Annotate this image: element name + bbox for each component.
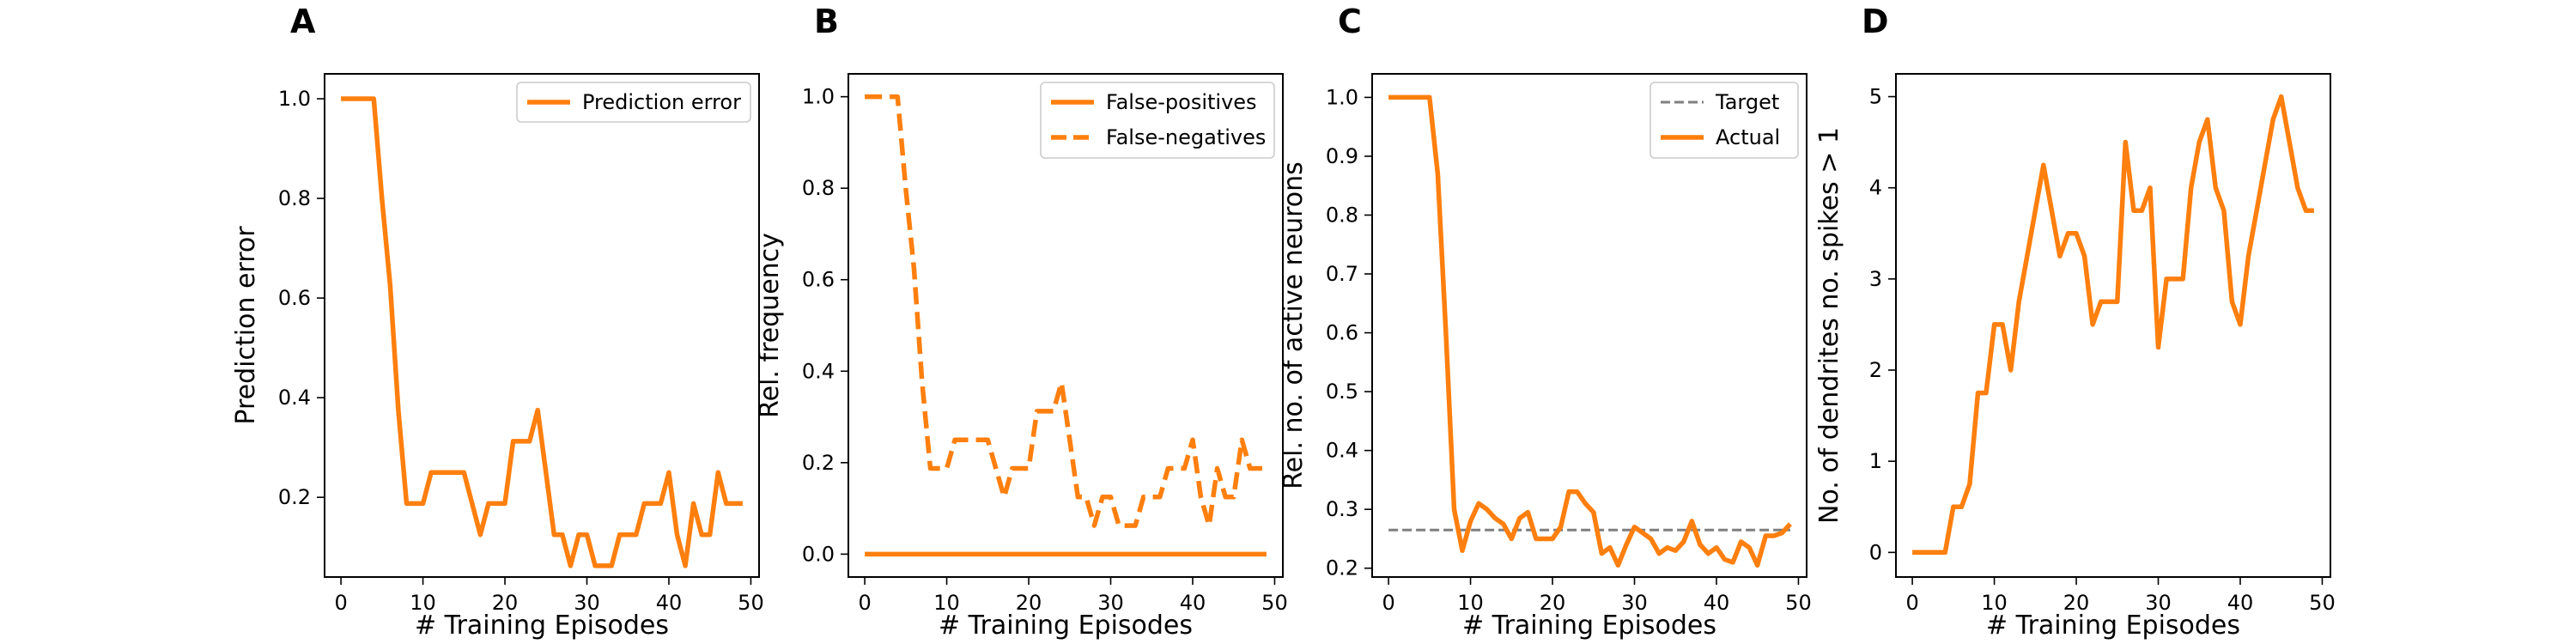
x-tick-label: 0: [1905, 591, 1918, 615]
legend-box: [516, 82, 751, 123]
series-line-data: [1912, 94, 2314, 556]
legend: False-positives False-negatives: [1040, 82, 1275, 159]
x-tick-label: 20: [492, 591, 519, 615]
y-tick-label: 1.0: [1326, 85, 1358, 109]
panel-a: A 0 10 20 30 40 50 0.2 0.4 0.6 0.8 1.0 # Training Ep…: [231, 3, 764, 641]
x-tick-label: 10: [1457, 591, 1484, 615]
x-tick-label: 30: [1621, 591, 1648, 615]
x-tick-label: 10: [410, 591, 436, 615]
panel-letter: C: [1338, 3, 1362, 40]
x-tick-label: 40: [1704, 591, 1730, 615]
x-tick-label: 40: [656, 591, 683, 615]
x-axis-label: # Training Episodes: [415, 611, 669, 641]
y-tick-label: 0.2: [1326, 556, 1358, 580]
panel-b: B 0 10 20 30 40 50 0.0 0.2 0.4 0.6 0.8 1.0 # Training…: [755, 3, 1288, 641]
y-axis-label: Rel. no. of active neurons: [1279, 161, 1309, 489]
x-tick-label: 50: [1261, 591, 1288, 615]
series-line-actual: [1388, 94, 1792, 568]
y-tick-label: 5: [1869, 85, 1882, 109]
x-tick-label: 30: [574, 591, 600, 615]
legend: Target Actual: [1649, 82, 1799, 159]
x-tick-label: 10: [1981, 591, 2008, 615]
y-tick-label: 4: [1869, 176, 1882, 200]
x-tick-label: 50: [738, 591, 764, 615]
y-tick-label: 0.8: [278, 186, 311, 210]
y-tick-label: 0.3: [1326, 497, 1358, 521]
x-axis-label: # Training Episodes: [939, 611, 1193, 641]
y-tick-label: 0.7: [1326, 262, 1358, 286]
y-tick-label: 0.8: [1326, 203, 1358, 227]
y-axis-label: Prediction error: [231, 226, 261, 425]
x-tick-label: 20: [1540, 591, 1566, 615]
y-tick-label: 0.4: [278, 386, 311, 410]
x-tick-label: 20: [2063, 591, 2090, 615]
axes-frame: [324, 73, 760, 578]
y-tick-label: 1: [1869, 449, 1882, 473]
x-tick-label: 0: [334, 591, 347, 615]
x-tick-label: 20: [1016, 591, 1042, 615]
x-tick-label: 0: [858, 591, 871, 615]
x-tick-label: 0: [1382, 591, 1394, 615]
y-tick-label: 0.4: [1326, 439, 1358, 463]
series-line-false-negatives: [865, 94, 1267, 528]
y-tick-label: 0.4: [802, 359, 835, 383]
y-tick-label: 0.8: [802, 176, 835, 200]
axes-frame: [1371, 73, 1807, 578]
y-axis-label: Rel. frequency: [755, 233, 785, 418]
panel-d: D 0 10 20 30 40 50 0 1 2 3 4 5 # Training Episodes No.…: [1814, 3, 2336, 641]
y-tick-label: 2: [1869, 358, 1882, 382]
x-tick-label: 30: [2145, 591, 2172, 615]
axes-frame: [1895, 73, 2331, 578]
legend-label: Prediction error: [582, 90, 741, 114]
axes-frame: [848, 73, 1284, 578]
panel-letter: B: [814, 3, 839, 40]
y-tick-label: 0.0: [802, 542, 835, 566]
legend-label: False-positives: [1106, 90, 1257, 114]
y-tick-label: 1.0: [278, 87, 311, 111]
x-tick-label: 50: [2309, 591, 2336, 615]
y-tick-label: 0.6: [802, 268, 835, 292]
x-tick-label: 30: [1097, 591, 1124, 615]
y-tick-label: 3: [1869, 267, 1882, 291]
legend-label: Target: [1715, 90, 1779, 114]
panel-letter: A: [290, 3, 316, 40]
y-tick-label: 0.6: [278, 286, 311, 310]
y-tick-label: 0.2: [802, 451, 835, 475]
panel-letter: D: [1862, 3, 1889, 40]
x-tick-label: 10: [933, 591, 960, 615]
legend-label: False-negatives: [1106, 125, 1266, 149]
y-tick-label: 1.0: [802, 85, 835, 109]
x-axis-label: # Training Episodes: [1986, 611, 2240, 641]
legend: Prediction error: [516, 82, 751, 123]
y-tick-label: 0: [1869, 540, 1882, 564]
series-line-prediction-error: [341, 96, 743, 568]
y-tick-label: 0.2: [278, 485, 311, 509]
y-tick-label: 0.5: [1326, 380, 1358, 404]
x-tick-label: 40: [2227, 591, 2254, 615]
y-axis-label: No. of dendrites no. spikes > 1: [1814, 127, 1844, 524]
panel-c: C 0 10 20 30 40 50 0.2 0.3 0.4 0.5 0.6 0.7 0.8 0.9 1.0 #…: [1279, 3, 1812, 641]
y-tick-label: 0.6: [1326, 321, 1358, 345]
legend-box: [1040, 82, 1275, 159]
legend-label: Actual: [1716, 125, 1780, 149]
x-axis-label: # Training Episodes: [1462, 611, 1716, 641]
y-tick-label: 0.9: [1326, 144, 1358, 168]
x-tick-label: 50: [1785, 591, 1812, 615]
x-tick-label: 40: [1180, 591, 1206, 615]
